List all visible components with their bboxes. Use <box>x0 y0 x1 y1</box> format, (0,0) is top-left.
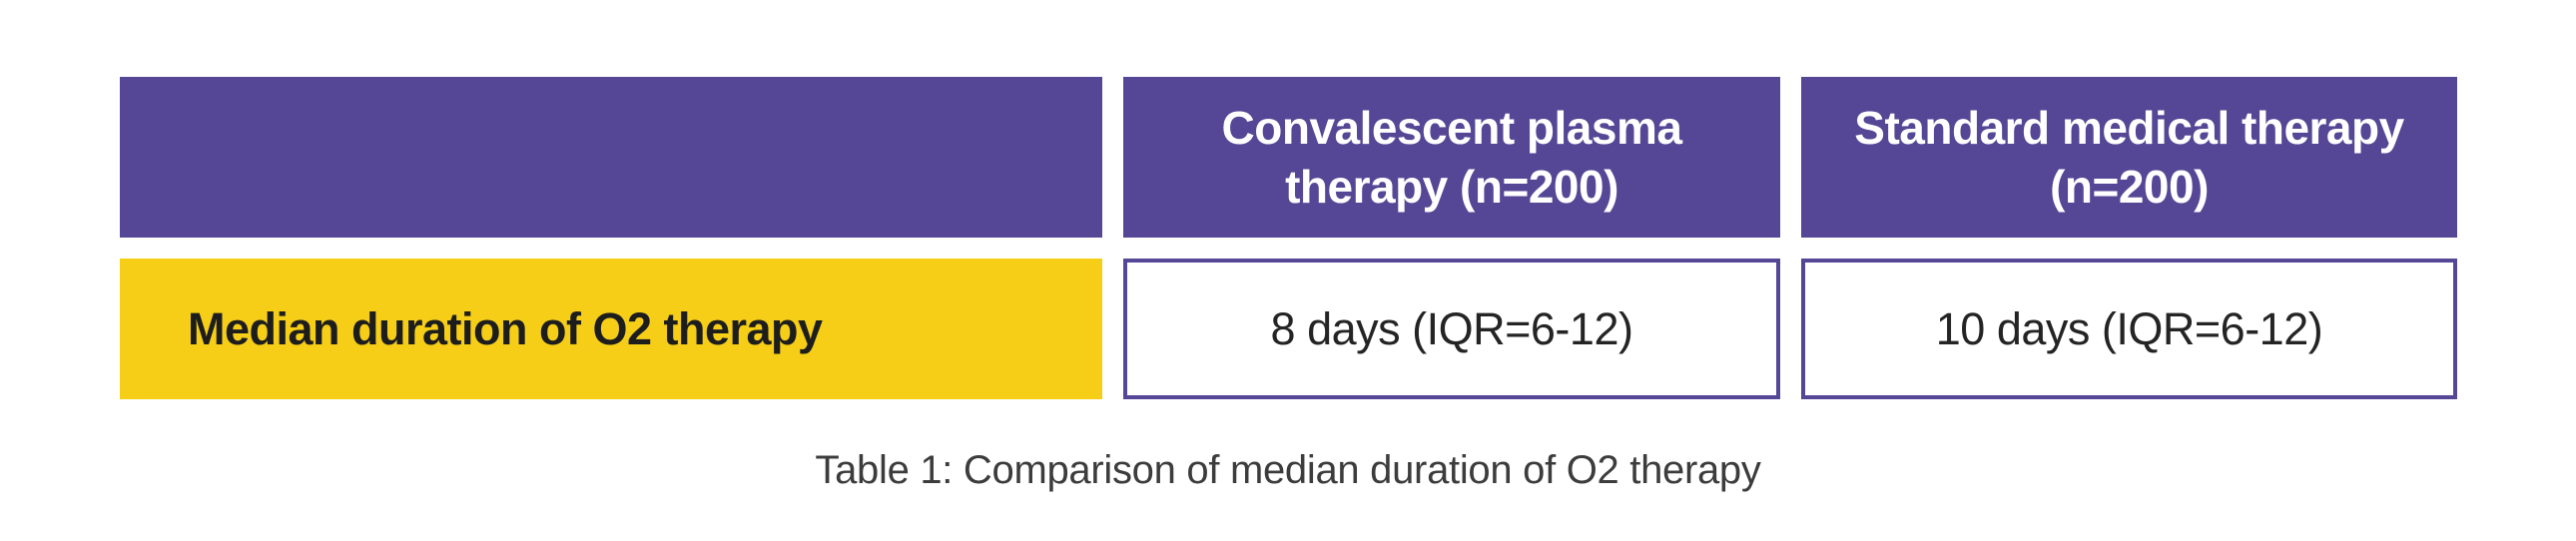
table-caption: Table 1: Comparison of median duration o… <box>815 448 1761 492</box>
header-cell-convalescent-plasma: Convalescent plasma therapy (n=200) <box>1123 77 1780 238</box>
header-cell-standard-medical: Standard medical therapy (n=200) <box>1801 77 2457 238</box>
row-label-cell-median-duration: Median duration of O2 therapy <box>120 259 1102 399</box>
value-convalescent-plasma: 8 days (IQR=6-12) <box>1270 302 1633 354</box>
header-cell-blank <box>120 77 1102 238</box>
value-cell-convalescent-plasma: 8 days (IQR=6-12) <box>1123 259 1780 399</box>
value-standard-medical: 10 days (IQR=6-12) <box>1935 302 2323 354</box>
value-cell-standard-medical: 10 days (IQR=6-12) <box>1801 259 2457 399</box>
row-label-median-duration: Median duration of O2 therapy <box>188 302 823 354</box>
header-label-convalescent-plasma: Convalescent plasma therapy (n=200) <box>1221 101 1682 213</box>
comparison-table: Convalescent plasma therapy (n=200) Stan… <box>120 77 2457 399</box>
header-label-standard-medical: Standard medical therapy (n=200) <box>1854 101 2404 213</box>
